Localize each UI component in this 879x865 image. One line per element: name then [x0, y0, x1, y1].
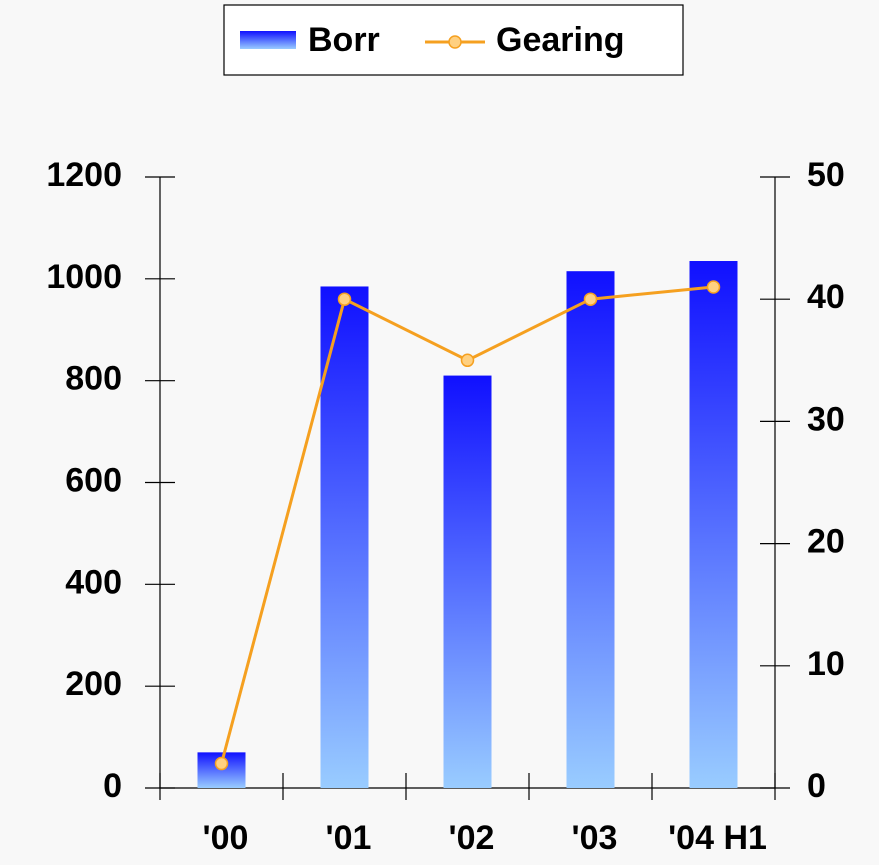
y2-tick-label: 40	[807, 278, 845, 316]
legend-swatch	[240, 31, 296, 49]
y2-tick-label: 20	[807, 523, 845, 561]
legend-marker	[448, 35, 462, 49]
line-marker	[706, 280, 721, 294]
y2-tick-label: 10	[807, 645, 845, 683]
bar	[443, 375, 492, 788]
line-marker	[337, 292, 352, 306]
bar	[566, 271, 615, 789]
x-tick-label: '03	[572, 819, 618, 857]
legend-label: Gearing	[496, 21, 624, 59]
y-tick-label: 200	[65, 665, 122, 703]
bar	[689, 261, 738, 788]
y2-tick-label: 50	[807, 156, 845, 194]
x-tick-label: '04 H1	[668, 819, 767, 857]
line-marker	[460, 353, 475, 368]
y-tick-label: 0	[103, 767, 122, 805]
x-tick-label: '00	[203, 819, 249, 857]
line-marker	[214, 756, 229, 771]
y2-tick-label: 0	[807, 767, 826, 805]
y-tick-label: 600	[65, 461, 122, 499]
y-tick-label: 1200	[46, 156, 122, 194]
bar	[320, 286, 369, 788]
legend-label: Borr	[308, 21, 380, 59]
line-marker	[583, 292, 598, 306]
x-tick-label: '01	[326, 819, 372, 857]
y-tick-label: 400	[65, 563, 122, 601]
y-tick-label: 800	[65, 360, 122, 398]
x-tick-label: '02	[449, 819, 495, 857]
y2-tick-label: 30	[807, 400, 845, 438]
y-tick-label: 1000	[46, 258, 122, 296]
